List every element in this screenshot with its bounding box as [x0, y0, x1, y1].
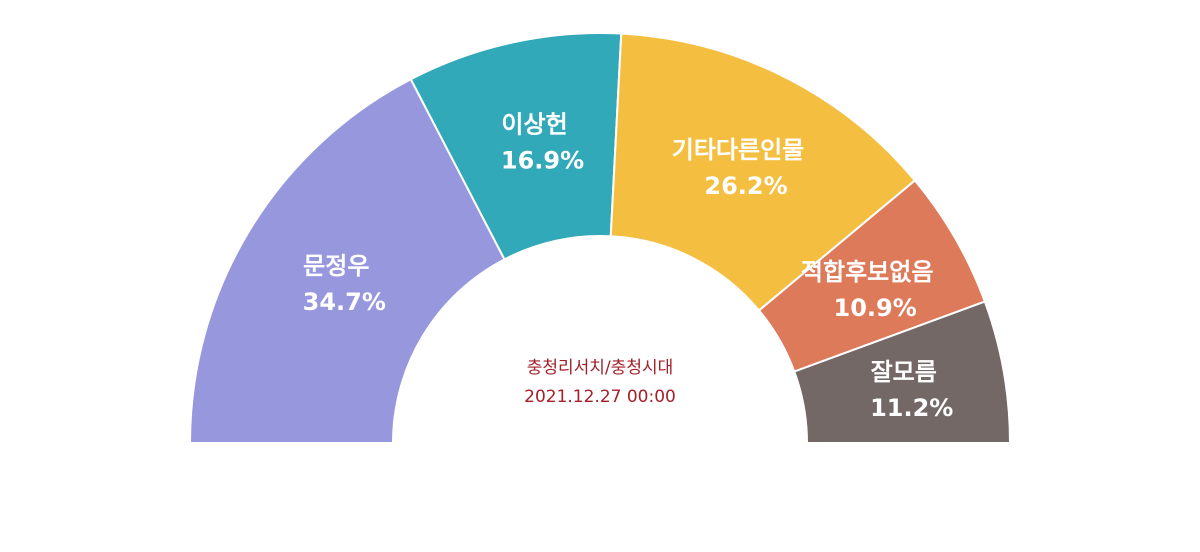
slice: [793, 300, 1012, 444]
slice-label: 기타다른인물: [672, 136, 804, 164]
chart-subtitle: 충청리서치/충청시대: [527, 358, 674, 378]
slice: [188, 77, 506, 444]
slice-label: 적합후보없음: [801, 258, 933, 286]
slice: [609, 32, 917, 312]
value-label: 11.2%: [870, 394, 953, 422]
value-label: 16.9%: [501, 147, 584, 175]
slice-label: 문정우: [303, 252, 369, 280]
slice-label: 이상헌: [501, 111, 567, 139]
value-label: 10.9%: [834, 294, 917, 322]
value-label: 34.7%: [303, 288, 386, 316]
chart-date: 2021.12.27 00:00: [524, 387, 676, 407]
slice-label: 잘모름: [871, 358, 937, 386]
value-label: 26.2%: [704, 172, 787, 200]
